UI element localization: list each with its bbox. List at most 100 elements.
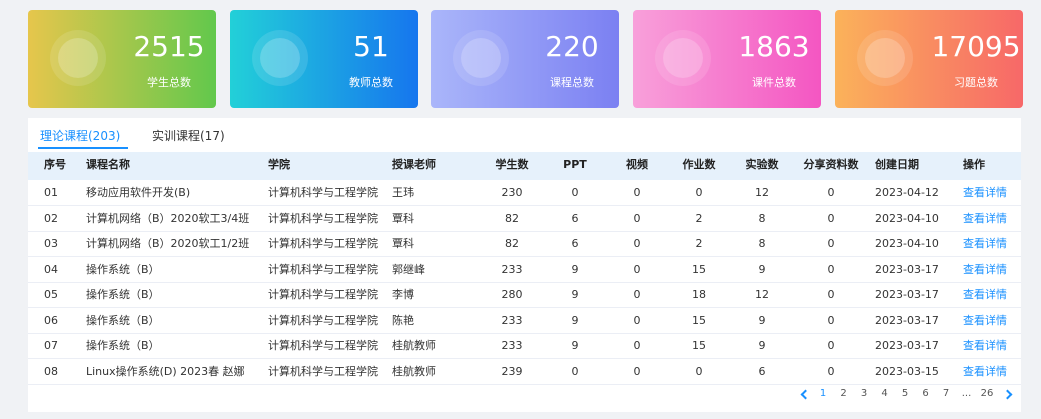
table-cell: 计算机网络（B）2020软工3/4班 — [86, 211, 250, 225]
table-cell: 操作系统（B） — [86, 288, 160, 301]
row-divider — [28, 281, 1021, 283]
stat-card: 17095 习题总数 — [835, 10, 1023, 108]
table-cell: 0 — [571, 186, 579, 199]
table-cell: 15 — [692, 339, 706, 352]
table-cell: 0 — [695, 186, 703, 199]
table-cell: 0 — [633, 288, 641, 301]
table-cell: 陈艳 — [392, 313, 414, 327]
detail-link[interactable]: 查看详情 — [963, 364, 1007, 378]
page-item[interactable]: 26 — [980, 388, 994, 399]
table-cell: 15 — [692, 262, 706, 276]
page-item[interactable]: 5 — [901, 388, 909, 399]
detail-link[interactable]: 查看详情 — [963, 313, 1007, 327]
table-cell: 07 — [44, 339, 58, 352]
page-item[interactable]: 7 — [942, 388, 950, 399]
column-header: 课程名称 — [86, 158, 130, 171]
table-cell: 操作系统（B） — [86, 313, 160, 327]
tab-indicator — [38, 147, 128, 149]
page-item[interactable]: ... — [961, 388, 972, 399]
table-cell: 12 — [755, 186, 769, 199]
column-header: 创建日期 — [875, 158, 919, 171]
column-header: 操作 — [963, 158, 985, 171]
column-header: 授课老师 — [392, 158, 436, 171]
table-cell: Linux操作系统(D) 2023春 赵娜 — [86, 364, 245, 378]
table-cell: 15 — [692, 313, 706, 327]
table-cell: 04 — [44, 262, 58, 276]
tab[interactable]: 实训课程(17) — [152, 129, 225, 143]
detail-link[interactable]: 查看详情 — [963, 339, 1007, 352]
table-cell: 12 — [755, 288, 769, 301]
table-cell: 233 — [501, 313, 523, 327]
table-cell: 王玮 — [392, 186, 414, 199]
table-cell: 计算机科学与工程学院 — [268, 339, 378, 352]
page-item[interactable]: 3 — [860, 388, 868, 399]
table-cell: 计算机科学与工程学院 — [268, 364, 378, 378]
detail-link[interactable]: 查看详情 — [963, 262, 1007, 276]
page-item[interactable]: 2 — [840, 388, 847, 399]
table-cell: 9 — [571, 262, 579, 276]
page-item[interactable]: 6 — [922, 388, 929, 399]
table-cell: 郭继峰 — [392, 262, 425, 276]
table-cell: 2023-04-10 — [875, 211, 939, 225]
column-header: 学生数 — [495, 158, 529, 171]
detail-link[interactable]: 查看详情 — [963, 237, 1007, 250]
table-cell: 2023-03-17 — [875, 288, 939, 301]
row-divider — [28, 358, 1021, 359]
table-cell: 05 — [44, 288, 58, 301]
table-cell: 9 — [758, 262, 766, 276]
column-header: 视频 — [626, 158, 648, 171]
table-cell: 03 — [44, 237, 58, 250]
table-cell: 计算机科学与工程学院 — [268, 313, 378, 327]
table-cell: 0 — [633, 237, 641, 250]
table-cell: 0 — [827, 288, 835, 301]
stat-icon — [260, 38, 300, 78]
column-header: 分享资料数 — [803, 158, 859, 171]
table-cell: 9 — [758, 339, 766, 352]
table-cell: 01 — [44, 186, 58, 199]
table-cell: 0 — [633, 186, 641, 199]
column-header: 序号 — [44, 158, 66, 171]
table-cell: 计算机网络（B）2020软工1/2班 — [86, 237, 250, 250]
tab[interactable]: 理论课程(203) — [40, 129, 121, 143]
table-cell: 计算机科学与工程学院 — [268, 288, 378, 301]
detail-link[interactable]: 查看详情 — [963, 288, 1007, 301]
stat-label: 学生总数 — [147, 76, 191, 89]
table-cell: 0 — [571, 364, 579, 378]
table-cell: 18 — [692, 288, 706, 301]
detail-link[interactable]: 查看详情 — [963, 186, 1007, 199]
table-cell: 0 — [633, 211, 641, 225]
table-cell: 计算机科学与工程学院 — [268, 186, 378, 199]
table-cell: 9 — [571, 313, 579, 327]
table-cell: 移动应用软件开发(B) — [86, 186, 191, 199]
table-cell: 2 — [695, 237, 703, 250]
page-item[interactable]: 1 — [819, 388, 827, 399]
table-cell: 李博 — [392, 288, 414, 301]
table-cell: 2023-03-17 — [875, 313, 939, 327]
table-cell: 9 — [571, 288, 579, 301]
stat-label: 课件总数 — [752, 76, 796, 89]
table-cell: 6 — [571, 211, 579, 225]
table-cell: 2023-03-15 — [875, 364, 939, 378]
stat-value: 2515 — [133, 30, 205, 63]
stat-card: 51 教师总数 — [230, 10, 418, 108]
table-cell: 2023-03-17 — [875, 262, 939, 276]
table-cell: 2 — [695, 211, 703, 225]
table-cell: 233 — [501, 339, 523, 352]
detail-link[interactable]: 查看详情 — [963, 211, 1007, 225]
table-cell: 2023-04-10 — [875, 237, 939, 250]
table-cell: 9 — [758, 313, 766, 327]
column-header: 作业数 — [682, 158, 716, 171]
table-cell: 8 — [758, 237, 766, 250]
table-cell: 0 — [633, 313, 641, 327]
table-cell: 0 — [695, 364, 703, 378]
stat-value: 17095 — [931, 30, 1021, 63]
stat-icon — [865, 38, 905, 78]
table-cell: 82 — [505, 211, 519, 225]
page-item[interactable]: 4 — [881, 388, 888, 399]
table-cell: 桂航教师 — [392, 339, 436, 352]
table-cell: 操作系统（B） — [86, 339, 160, 352]
stat-card: 220 课程总数 — [431, 10, 619, 108]
table-cell: 2023-04-12 — [875, 186, 939, 199]
table-cell: 0 — [827, 364, 835, 378]
